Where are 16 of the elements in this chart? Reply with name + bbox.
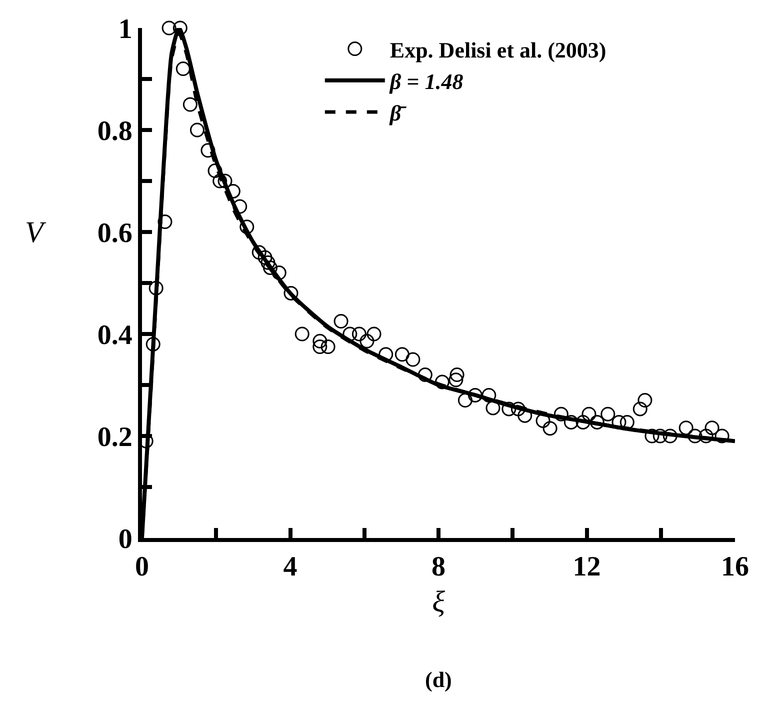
legend-label: β̄ bbox=[388, 100, 408, 126]
y-tick-label: 0.4 bbox=[97, 320, 132, 351]
y-tick-label: 0.6 bbox=[97, 218, 132, 249]
legend-label: Exp. Delisi et al. (2003) bbox=[390, 37, 606, 62]
x-tick-label: 12 bbox=[572, 552, 601, 583]
x-tick-label: 8 bbox=[432, 552, 446, 583]
text: (d) bbox=[425, 667, 452, 692]
x-tick-label: 4 bbox=[283, 552, 298, 583]
x-tick-label: 16 bbox=[721, 552, 749, 583]
y-tick-label: 0.8 bbox=[97, 116, 132, 147]
y-tick-label: 0.2 bbox=[97, 422, 132, 453]
y-tick-label: 1 bbox=[118, 14, 132, 45]
y-tick-label: 0 bbox=[118, 524, 132, 555]
legend-label: β = 1.48 bbox=[388, 68, 464, 94]
x-axis-title: ξ bbox=[432, 586, 446, 619]
y-axis-title: V bbox=[25, 216, 47, 249]
